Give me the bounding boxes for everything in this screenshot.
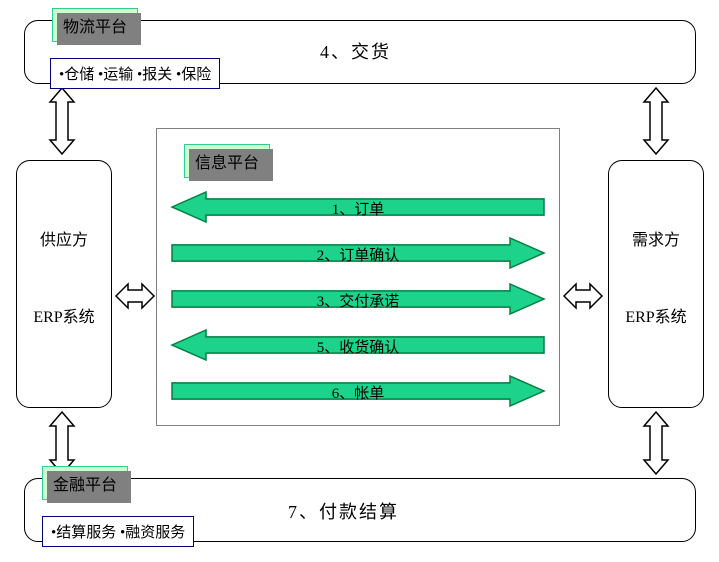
payment-title: 7、付款结算: [288, 498, 399, 524]
flow-label-5: 6、帐单: [326, 382, 390, 403]
supplier-erp-text: 供应方 ERP系统: [16, 222, 112, 337]
connector-bottom-left: [42, 412, 82, 474]
delivery-title: 4、交货: [320, 38, 391, 64]
logistics-label: 物流平台: [52, 8, 138, 42]
logistics-bullets: •仓储 •运输 •报关 •保险: [50, 58, 220, 89]
demand-erp-text: 需求方 ERP系统: [608, 222, 704, 337]
flow-label-4: 5、收货确认: [310, 336, 406, 357]
flow-label-2: 2、订单确认: [310, 244, 406, 265]
finance-bullets: •结算服务 •融资服务: [42, 516, 194, 547]
diagram-canvas: 物流平台 4、交货 •仓储 •运输 •报关 •保险 供应方 ERP系统 需求方 …: [0, 0, 719, 562]
flow-label-3: 3、交付承诺: [310, 290, 406, 311]
connector-top-right: [636, 88, 676, 154]
connector-top-left: [42, 88, 82, 154]
demand-label: 需求方: [632, 232, 680, 249]
connector-bottom-right: [636, 412, 676, 474]
finance-label: 金融平台: [42, 466, 128, 500]
info-platform-label: 信息平台: [184, 144, 270, 178]
flow-label-1: 1、订单: [326, 198, 390, 219]
connector-right-center: [564, 276, 602, 316]
demand-erp-label: ERP系统: [625, 309, 686, 326]
connector-left-center: [116, 276, 154, 316]
supplier-label: 供应方: [40, 232, 88, 249]
supplier-erp-label: ERP系统: [33, 309, 94, 326]
